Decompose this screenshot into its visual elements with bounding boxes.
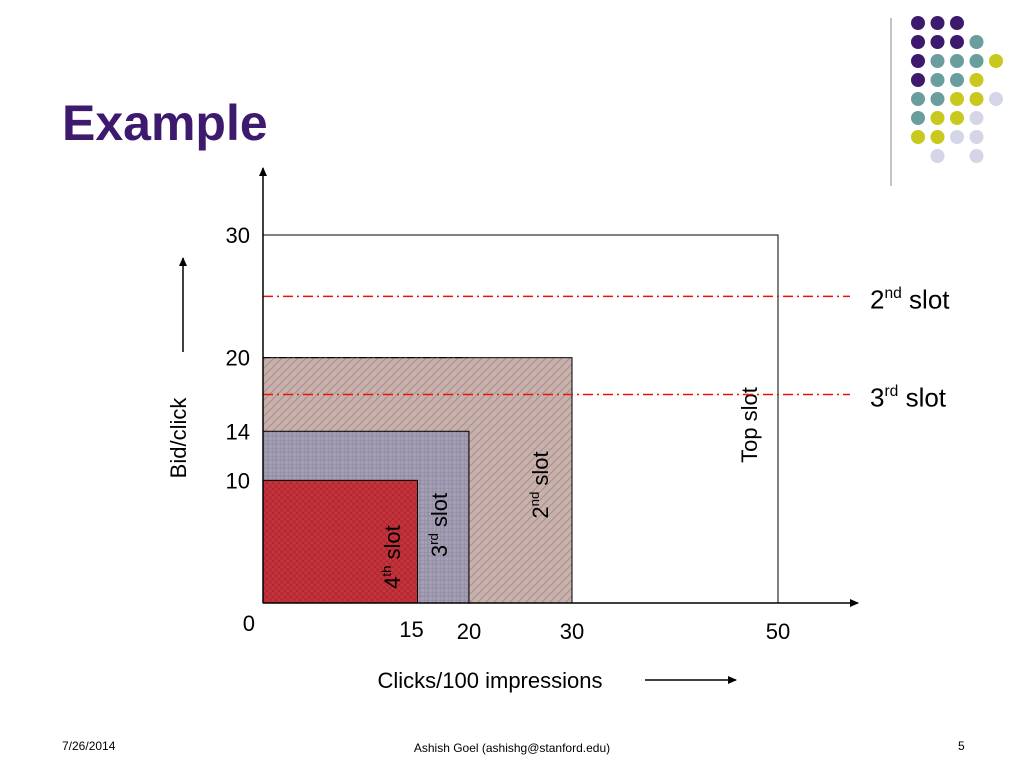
y-axis-label: Bid/click <box>166 397 191 479</box>
logo-dot <box>930 16 945 30</box>
y-tick-label: 20 <box>226 346 250 371</box>
logo-dot <box>969 111 984 125</box>
logo-dot <box>930 111 945 125</box>
label-word: slot <box>528 451 553 491</box>
logo-dot <box>911 111 925 125</box>
logo-dot <box>911 130 925 144</box>
threshold-label: 2nd slot <box>870 284 950 314</box>
slot-label: Top slot <box>737 387 762 463</box>
logo-dot <box>911 92 925 106</box>
logo-dot <box>950 16 964 30</box>
logo-dot <box>989 54 1003 68</box>
logo-dot <box>950 130 964 144</box>
logo-dot <box>930 73 945 87</box>
label-number: 3 <box>870 382 884 412</box>
slot-label: 3rd slot <box>426 493 452 557</box>
logo <box>890 16 1003 186</box>
label-word: Top slot <box>737 387 762 463</box>
threshold-label: 3rd slot <box>870 382 947 412</box>
logo-dot <box>969 35 984 49</box>
logo-dot <box>930 130 945 144</box>
slide-title: Example <box>62 95 268 151</box>
logo-dot <box>930 92 945 106</box>
footer-date: 7/26/2014 <box>62 739 116 753</box>
footer-author: Ashish Goel (ashishg@stanford.edu) <box>414 741 610 755</box>
logo-dot <box>930 149 945 163</box>
label-word: slot <box>380 525 405 565</box>
label-word: slot <box>427 493 452 533</box>
y-tick-label: 10 <box>226 468 250 493</box>
logo-dot <box>930 54 945 68</box>
logo-dot <box>989 92 1003 106</box>
y-tick-label: 14 <box>226 419 250 444</box>
slot-label: 2nd slot <box>527 451 553 518</box>
label-number: 3 <box>427 545 452 557</box>
logo-dot <box>969 92 984 106</box>
y-tick-label: 30 <box>226 223 250 248</box>
label-suffix: rd <box>884 383 898 400</box>
logo-dot <box>969 130 984 144</box>
logo-dot <box>950 92 964 106</box>
logo-dot <box>969 73 984 87</box>
x-tick-label: 50 <box>766 619 790 644</box>
label-number: 2 <box>870 284 884 314</box>
label-number: 4 <box>380 577 405 589</box>
logo-dot <box>911 73 925 87</box>
slot-label: 4th slot <box>379 525 405 589</box>
x-axis-label: Clicks/100 impressions <box>378 668 603 693</box>
logo-dot <box>911 54 925 68</box>
label-word: slot <box>902 284 950 314</box>
y-tick-label: 0 <box>243 611 255 636</box>
x-tick-label: 20 <box>457 619 481 644</box>
logo-dot <box>969 54 984 68</box>
logo-dot <box>969 149 984 163</box>
slot-area <box>262 479 418 604</box>
label-suffix: nd <box>527 492 542 507</box>
logo-dot <box>911 16 925 30</box>
label-word: slot <box>898 382 946 412</box>
label-suffix: th <box>379 566 394 577</box>
label-number: 2 <box>528 506 553 518</box>
logo-dot <box>950 54 964 68</box>
logo-dot <box>911 35 925 49</box>
logo-dot <box>950 111 964 125</box>
logo-dot <box>950 35 964 49</box>
x-tick-label: 15 <box>399 617 423 642</box>
logo-dot <box>950 73 964 87</box>
x-tick-label: 30 <box>560 619 584 644</box>
page-number: 5 <box>958 739 965 753</box>
label-suffix: rd <box>426 533 441 545</box>
label-suffix: nd <box>884 285 901 302</box>
logo-dot <box>930 35 945 49</box>
